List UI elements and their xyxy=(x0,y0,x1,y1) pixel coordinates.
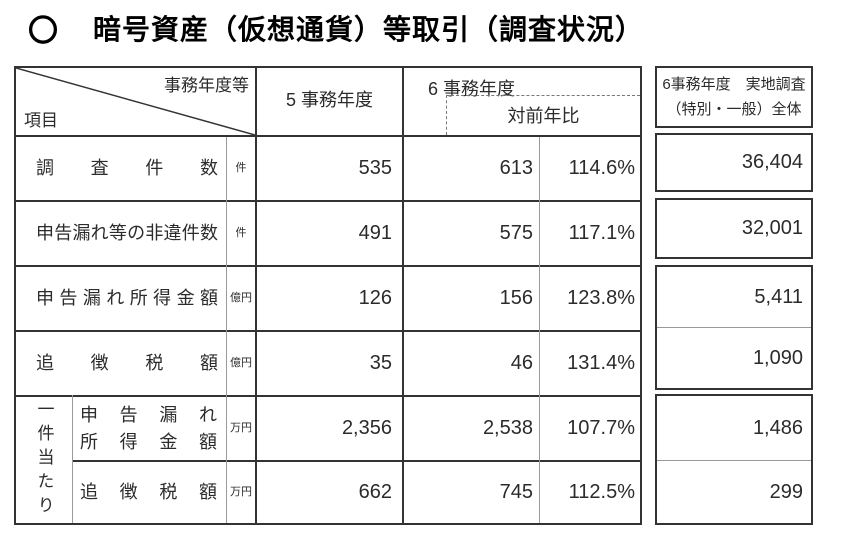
side-value-investigations: 36,404 xyxy=(655,133,813,192)
value-fy6: 613 xyxy=(499,157,533,179)
value-yoy: 107.7% xyxy=(567,417,635,439)
row-label-line1: 申告漏れ xyxy=(80,405,217,425)
value-yoy: 117.1% xyxy=(568,222,635,244)
header-corner-fiscal-year: 事務年度等 xyxy=(164,76,249,95)
row-label-line2: 所得金額 xyxy=(80,432,217,452)
side-value-percase-income: 1,486 xyxy=(752,416,803,439)
header-bottom-line xyxy=(16,135,640,137)
title-text: 暗号資産（仮想通貨）等取引（調査状況） xyxy=(93,14,645,45)
unit-column-divider xyxy=(226,137,227,523)
side-value-undeclared-income: 5,411 xyxy=(754,285,803,308)
table-row: 追徴税額 万円 662 745 112.5% xyxy=(16,462,640,523)
value-fy6: 156 xyxy=(499,287,533,309)
column-divider xyxy=(255,68,257,523)
group-label-per-case: 一件当たり xyxy=(34,400,54,520)
page-title: 〇 暗号資産（仮想通貨）等取引（調査状況） xyxy=(28,6,644,50)
row-unit: 万円 xyxy=(230,486,252,498)
value-fy5: 126 xyxy=(358,287,392,309)
row-label: 追徴税額 xyxy=(36,353,218,373)
table-row: 申告漏れ等の非違件数 件 491 575 117.1% xyxy=(16,202,640,265)
header-corner-item: 項目 xyxy=(24,111,58,130)
row-label: 申告漏れ 所得金額 xyxy=(73,397,226,460)
title-circle-mark: 〇 xyxy=(28,15,59,48)
table-row: 追徴税額 億円 35 46 131.4% xyxy=(16,332,640,395)
value-fy5: 491 xyxy=(358,222,392,244)
value-fy5: 2,356 xyxy=(341,417,392,439)
row-unit: 件 xyxy=(235,227,247,239)
row-unit: 万円 xyxy=(230,422,252,434)
row-label: 申告漏れ所得金額 xyxy=(36,288,218,308)
value-yoy: 131.4% xyxy=(567,352,635,374)
header-col-yoy: 対前年比 xyxy=(446,95,640,135)
row-label: 追徴税額 xyxy=(80,482,217,502)
value-yoy: 114.6% xyxy=(568,157,635,179)
yoy-column-divider xyxy=(539,137,540,523)
value-yoy: 123.8% xyxy=(567,287,635,309)
row-unit: 件 xyxy=(235,162,247,174)
group-strip-divider xyxy=(72,395,73,523)
row-divider xyxy=(73,460,640,462)
row-unit: 億円 xyxy=(230,292,252,304)
row-divider xyxy=(16,200,640,202)
value-fy6: 2,538 xyxy=(482,417,533,439)
table-row: 申告漏れ 所得金額 万円 2,356 2,538 107.7% xyxy=(16,397,640,460)
row-unit: 億円 xyxy=(230,357,252,369)
side-value-percase-tax: 299 xyxy=(769,480,803,503)
side-box-divider xyxy=(657,327,811,328)
side-box-divider xyxy=(657,460,811,461)
value-fy5: 35 xyxy=(369,352,392,374)
side-table-header: 6事務年度 実地調査 （特別・一般）全体 xyxy=(655,66,813,128)
row-divider xyxy=(16,265,640,267)
side-header-line2: （特別・一般）全体 xyxy=(666,101,802,118)
value-yoy: 112.5% xyxy=(568,481,635,503)
value-fy5: 535 xyxy=(358,157,392,179)
side-box-amounts: 5,411 1,090 xyxy=(655,265,813,390)
side-box-per-case: 1,486 299 xyxy=(655,394,813,525)
table-row: 申告漏れ所得金額 億円 126 156 123.8% xyxy=(16,267,640,330)
main-table: 事務年度等 項目 5 事務年度 6 事務年度 対前年比 一件当たり 調査件数 件… xyxy=(14,66,642,525)
header-col-fy5: 5 事務年度 xyxy=(285,90,373,110)
value-fy6: 46 xyxy=(510,352,533,374)
column-divider xyxy=(402,68,404,523)
row-divider xyxy=(16,330,640,332)
value-fy6: 745 xyxy=(499,481,533,503)
value-fy5: 662 xyxy=(358,481,392,503)
header-col-fy6: 6 事務年度 xyxy=(427,79,515,99)
table-row: 調査件数 件 535 613 114.6% xyxy=(16,137,640,200)
row-divider xyxy=(16,395,640,397)
side-header-line1: 6事務年度 実地調査 xyxy=(662,76,806,93)
header-diagonal-line xyxy=(16,68,255,135)
side-value-additional-tax: 1,090 xyxy=(752,346,803,369)
value-fy6: 575 xyxy=(499,222,533,244)
row-label: 調査件数 xyxy=(36,158,218,178)
side-value-violations: 32,001 xyxy=(655,198,813,259)
row-label: 申告漏れ等の非違件数 xyxy=(36,223,218,243)
